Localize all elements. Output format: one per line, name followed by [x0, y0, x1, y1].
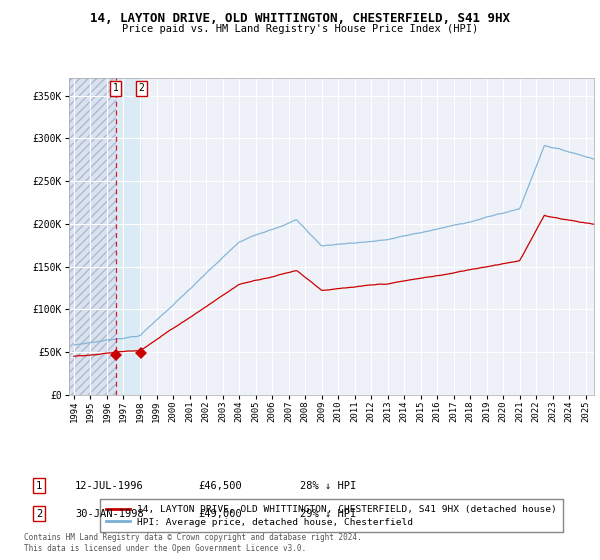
- Text: 28% ↓ HPI: 28% ↓ HPI: [300, 480, 356, 491]
- Bar: [69, 78, 116, 395]
- Text: 1: 1: [36, 480, 42, 491]
- Text: £49,000: £49,000: [198, 508, 242, 519]
- Text: 1: 1: [113, 83, 119, 93]
- Text: Price paid vs. HM Land Registry's House Price Index (HPI): Price paid vs. HM Land Registry's House …: [122, 24, 478, 34]
- Text: £46,500: £46,500: [198, 480, 242, 491]
- Text: Contains HM Land Registry data © Crown copyright and database right 2024.
This d: Contains HM Land Registry data © Crown c…: [24, 533, 362, 553]
- Bar: [116, 78, 142, 395]
- Text: 30-JAN-1998: 30-JAN-1998: [75, 508, 144, 519]
- Legend: 14, LAYTON DRIVE, OLD WHITTINGTON, CHESTERFIELD, S41 9HX (detached house), HPI: : 14, LAYTON DRIVE, OLD WHITTINGTON, CHEST…: [100, 500, 563, 533]
- Text: 2: 2: [139, 83, 144, 93]
- Bar: [69, 78, 116, 395]
- Text: 29% ↓ HPI: 29% ↓ HPI: [300, 508, 356, 519]
- Text: 2: 2: [36, 508, 42, 519]
- Text: 12-JUL-1996: 12-JUL-1996: [75, 480, 144, 491]
- Text: 14, LAYTON DRIVE, OLD WHITTINGTON, CHESTERFIELD, S41 9HX: 14, LAYTON DRIVE, OLD WHITTINGTON, CHEST…: [90, 12, 510, 25]
